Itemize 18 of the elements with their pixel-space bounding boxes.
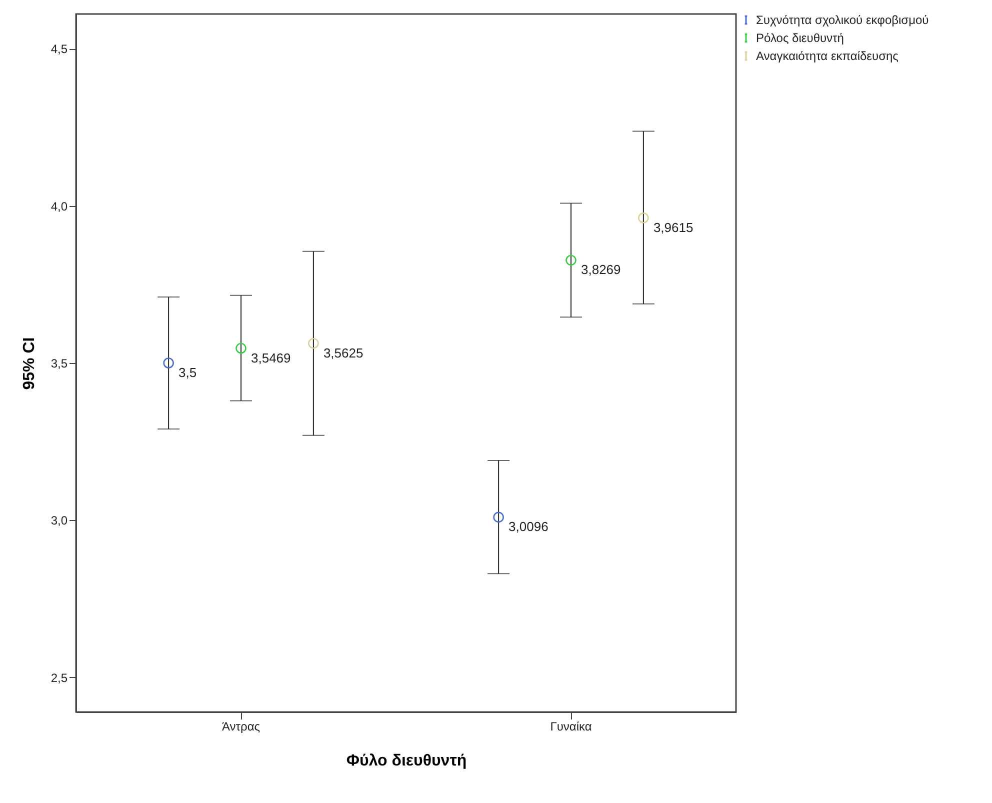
y-tick-label: 3,0 <box>50 514 68 528</box>
y-tick-label: 4,5 <box>50 42 68 56</box>
data-label: 3,9615 <box>653 220 694 235</box>
y-tick-label: 3,5 <box>50 356 68 370</box>
legend-label: Αναγκαιότητα εκπαίδευσης <box>756 49 899 63</box>
data-label: 3,5 <box>178 365 197 380</box>
x-axis-title: Φύλο διευθυντή <box>346 752 467 770</box>
y-tick-label: 2,5 <box>50 670 68 685</box>
data-label: 3,0096 <box>508 519 548 534</box>
data-label: 3,5625 <box>323 345 364 360</box>
x-tick-label: Άντρας <box>222 720 260 734</box>
y-tick-label: 4,0 <box>50 199 68 214</box>
legend-label: Συχνότητα σχολικού εκφοβισμού <box>756 13 929 27</box>
y-axis-title: 95% CI <box>20 337 38 390</box>
data-label: 3,5469 <box>251 350 291 366</box>
legend-label: Ρόλος διευθυντή <box>756 31 844 45</box>
x-tick-label: Γυναίκα <box>550 720 592 734</box>
data-label: 3,8269 <box>581 262 621 278</box>
